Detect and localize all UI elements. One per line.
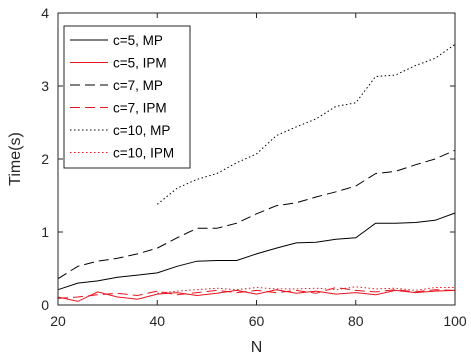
series-line-1 [57,212,456,291]
y-tick-label: 3 [41,78,49,94]
y-tick-label: 1 [41,224,49,240]
legend-label-2: c=5, IPM [113,56,167,71]
x-axis-label: N [251,339,263,356]
series-line-6 [157,286,455,294]
x-tick-label: 100 [443,313,467,329]
legend-label-4: c=7, IPM [113,101,167,116]
series-line-5 [156,43,456,205]
y-tick-label: 2 [41,151,49,167]
legend-label-1: c=5, MP [113,33,163,48]
x-tick-label: 80 [348,313,364,329]
legend: c=5, MP c=5, IPM c=7, MP c=7, IPM c=10, MP c=… [63,25,191,169]
series-line-2 [57,289,456,302]
x-tick-label: 40 [149,313,165,329]
y-tick-label: 0 [41,297,49,313]
x-tick-label: 20 [50,313,66,329]
series-line-3 [57,149,456,280]
axis-ticks: 20 40 60 80 100 0 1 2 3 4 [41,5,467,329]
legend-label-5: c=10, MP [113,123,170,138]
series-line-4 [57,286,456,299]
series-layer [57,43,456,302]
legend-box [63,25,191,169]
legend-label-6: c=10, IPM [113,146,174,161]
y-tick-label: 4 [41,5,49,21]
x-tick-label: 60 [249,313,265,329]
legend-label-3: c=7, MP [113,78,163,93]
y-axis-label: Time(s) [7,132,24,186]
